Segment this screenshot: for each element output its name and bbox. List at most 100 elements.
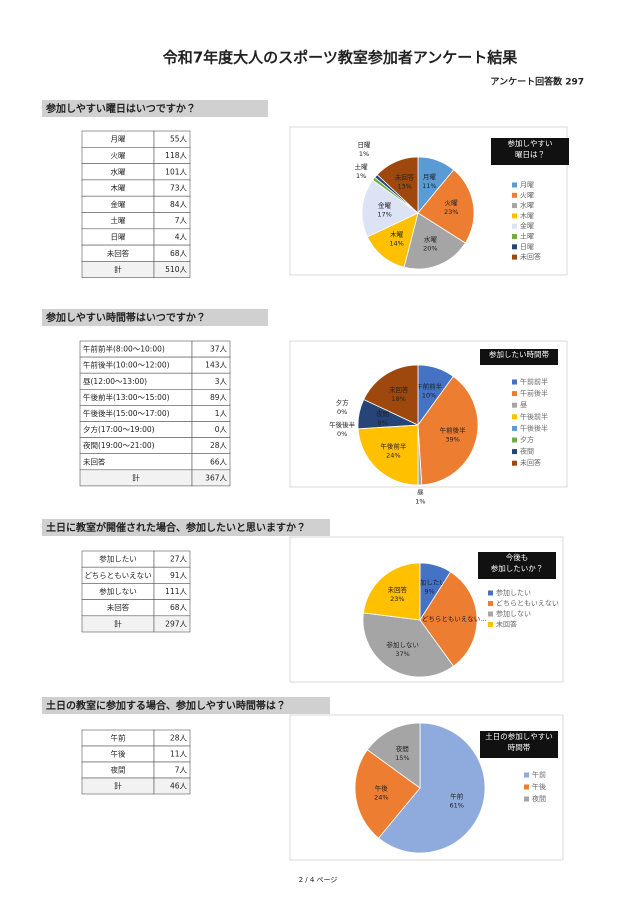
row-label: 午後前半(13:00～15:00)	[83, 392, 170, 402]
chart-title-bg	[478, 552, 556, 579]
legend-swatch	[512, 254, 517, 260]
legend-swatch	[512, 192, 517, 198]
pie-slice	[362, 612, 455, 678]
legend-label: 金曜	[520, 221, 534, 230]
data-label-value: 8%	[377, 419, 387, 427]
data-label-name: 夕方	[336, 398, 350, 407]
row-value: 11人	[170, 750, 188, 759]
row-label: 夕方(17:00～19:00)	[83, 424, 155, 434]
pie-slice	[376, 156, 419, 214]
row-value: 66人	[210, 457, 228, 466]
section-heading: 参加しやすい曜日はいつですか？	[45, 102, 196, 115]
row-value: 510人	[165, 265, 187, 274]
legend-swatch	[512, 460, 517, 466]
pie-slice	[361, 179, 419, 238]
data-label-name: 午前前半	[416, 381, 443, 390]
data-label-value: 0%	[337, 430, 347, 438]
row-label: 午前後半(10:00～12:00)	[83, 360, 170, 370]
row-label: 日曜	[111, 232, 126, 241]
legend-label: 月曜	[520, 181, 534, 189]
chart-title-bg	[480, 349, 558, 365]
row-value: 89人	[210, 393, 228, 402]
chart-title-bg	[491, 138, 569, 165]
legend-label: 水曜	[520, 201, 534, 210]
legend-swatch	[512, 425, 517, 431]
pie-slice	[357, 424, 419, 486]
data-label-value: 23%	[444, 208, 458, 216]
row-label: 午後	[111, 749, 126, 759]
legend-swatch	[512, 437, 517, 443]
row-label: 水曜	[111, 166, 126, 176]
data-label-name: 火曜	[445, 199, 459, 207]
row-value: 68人	[170, 249, 188, 258]
legend-label: 参加しない	[496, 609, 531, 618]
legend-label: 午後後半	[520, 423, 548, 432]
row-label: 計	[114, 264, 122, 274]
row-label: 午前	[111, 733, 126, 743]
legend-swatch	[524, 772, 529, 778]
data-label-value: 37%	[395, 650, 409, 658]
table-cell	[153, 615, 191, 633]
data-label-value: 11%	[422, 182, 436, 190]
legend-swatch	[512, 391, 517, 397]
data-label-name: 午後前半	[380, 442, 407, 451]
legend-label: 午後前半	[520, 412, 548, 421]
legend-swatch	[524, 784, 529, 790]
legend-swatch	[512, 182, 517, 188]
data-label-name: 夜間	[396, 745, 409, 753]
legend-label: 木曜	[520, 211, 534, 220]
data-label-name: 午後後半	[329, 420, 356, 429]
row-value: 55人	[170, 135, 188, 144]
legend-swatch	[512, 223, 517, 229]
chart-title: 参加したい時間帯	[489, 349, 549, 359]
legend-label: 夜間	[532, 795, 546, 803]
row-value: 3人	[215, 377, 228, 386]
chart-title: 参加しやすい	[508, 138, 553, 148]
row-label: 未回答	[107, 602, 130, 612]
chart-title-bg	[480, 731, 558, 758]
row-label: 昼(12:00～13:00)	[83, 377, 147, 386]
row-value: 28人	[170, 734, 188, 743]
row-value: 46人	[170, 782, 188, 791]
row-label: 午後後半(15:00～17:00)	[83, 408, 170, 418]
legend-label: 未回答	[496, 620, 517, 629]
data-label-name: 午後	[375, 783, 389, 792]
row-label: 未回答	[107, 248, 130, 258]
data-label-value: 15%	[395, 754, 409, 762]
data-label-name: 未回答	[395, 173, 415, 182]
legend-swatch	[488, 590, 493, 596]
legend-label: 夕方	[520, 435, 534, 444]
row-label: 計	[114, 618, 122, 628]
data-label-name: 参加しない	[386, 640, 419, 649]
data-label-value: 18%	[391, 395, 405, 403]
data-label-name: 夜間	[376, 410, 389, 418]
page-footer: 2 / 4 ページ	[299, 876, 338, 884]
legend-swatch	[488, 622, 493, 627]
data-label-name: 午前後半	[440, 426, 467, 435]
section-heading: 土日に教室が開催された場合、参加したいと思いますか？	[46, 521, 306, 534]
legend-label: 参加したい	[496, 588, 531, 597]
row-value: 28人	[210, 441, 228, 450]
legend-swatch	[512, 379, 517, 385]
data-label-name: 水曜	[424, 235, 438, 244]
row-label: 夜間	[111, 766, 126, 775]
row-value: 101人	[165, 167, 187, 176]
legend-swatch	[512, 414, 517, 420]
row-value: 1人	[215, 409, 228, 418]
data-label-value: 20%	[423, 245, 437, 253]
row-value: 68人	[170, 603, 188, 612]
legend-label: 昼	[520, 401, 527, 409]
legend-swatch	[512, 234, 517, 239]
row-label: 金曜	[111, 199, 126, 209]
chart-title: 曜日は？	[515, 150, 545, 159]
data-label-name: 日曜	[357, 141, 371, 149]
data-label-name: 月曜	[423, 173, 437, 181]
data-label-value: 1%	[356, 172, 366, 180]
row-value: 297人	[165, 619, 187, 628]
legend-label: 午前	[532, 770, 546, 779]
pie-slice	[403, 212, 466, 270]
data-label-name: 金曜	[378, 200, 392, 209]
row-value: 111人	[165, 587, 187, 596]
row-value: 367人	[205, 473, 227, 482]
